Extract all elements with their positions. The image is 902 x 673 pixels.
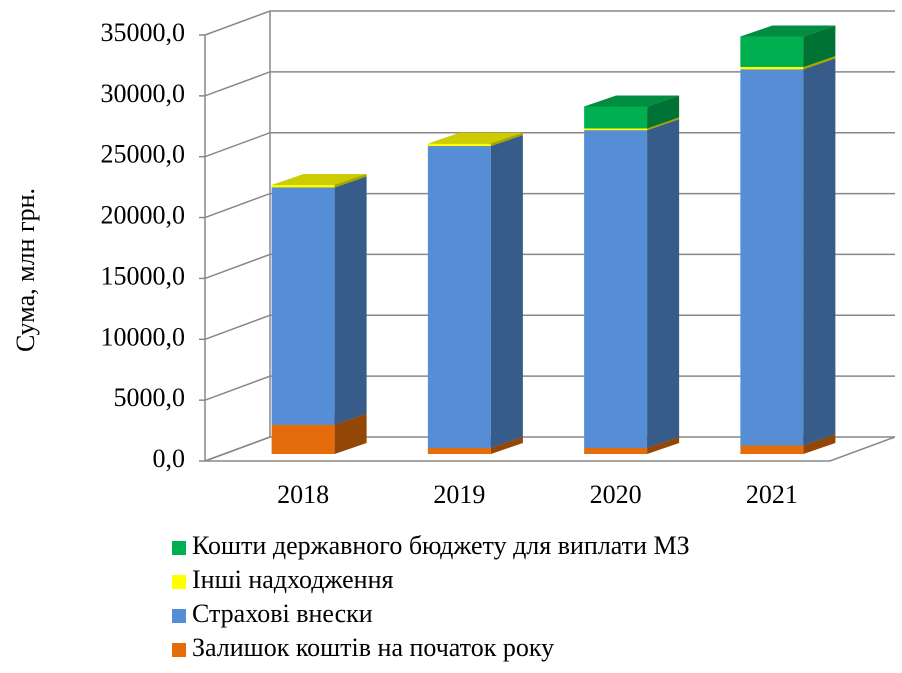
x-tick-label: 2019 [433, 480, 485, 509]
grid-line [204, 375, 895, 401]
bar-side [803, 25, 836, 67]
bar-top [271, 174, 367, 186]
bar-segment [271, 174, 367, 188]
bar-front [427, 447, 491, 454]
bar-front [584, 130, 648, 448]
bar-front [584, 128, 648, 131]
bar-front [740, 66, 804, 70]
bar-side [647, 95, 680, 129]
bar-side [647, 117, 680, 131]
bar-side [490, 132, 523, 147]
bar-front [271, 424, 335, 454]
bar-side [334, 176, 367, 425]
bar-front [584, 106, 648, 129]
bar-front [740, 69, 804, 446]
bar-side [490, 436, 523, 454]
y-tick-label: 35000,0 [101, 18, 186, 47]
grid-line [204, 253, 895, 280]
legend-label: Страхові внески [192, 599, 373, 628]
legend-swatch [172, 541, 186, 555]
bar-segment [740, 25, 836, 67]
x-tick-label: 2018 [277, 480, 329, 509]
bar-front [740, 445, 804, 454]
bar-side [334, 413, 367, 454]
y-tick-label: 25000,0 [101, 140, 186, 169]
x-tick-label: 2020 [590, 480, 642, 509]
bar-side [803, 58, 836, 446]
bar-side [647, 119, 680, 448]
y-tick-label: 0,0 [153, 444, 186, 473]
bar-segment [584, 95, 680, 129]
y-tick-label: 15000,0 [101, 261, 186, 290]
legend-label: Інші надходження [192, 565, 393, 594]
grid-line [204, 436, 895, 462]
legend-swatch [172, 643, 186, 657]
y-tick-label: 30000,0 [101, 79, 186, 108]
y-tick-label: 5000,0 [114, 383, 186, 412]
bar-front [584, 447, 648, 454]
bar-top [584, 95, 680, 107]
floor-edge [205, 436, 896, 462]
bar-front [427, 146, 491, 448]
legend-swatch [172, 609, 186, 623]
bar-front [427, 143, 491, 147]
bar-top [427, 132, 523, 144]
bar-front [740, 36, 804, 67]
grid-line [204, 131, 895, 158]
bar-side [490, 135, 523, 448]
legend-label: Залишок коштів на початок року [192, 633, 554, 662]
bar-segment [427, 135, 523, 448]
bar-side [803, 55, 836, 70]
legend-swatch [172, 575, 186, 589]
grid-line [204, 192, 895, 219]
grid-line [204, 71, 895, 97]
grid-line [204, 10, 895, 36]
grid-line [204, 314, 895, 340]
bar-side [647, 436, 680, 454]
bar-top [740, 25, 836, 37]
bar-segment [740, 58, 836, 446]
bar-side [334, 174, 367, 188]
y-tick-label: 20000,0 [101, 201, 186, 230]
legend-label: Кошти державного бюджету для виплати МЗ [192, 531, 690, 560]
bar-front [271, 187, 335, 425]
bar-segment [427, 132, 523, 147]
bar-side [803, 434, 836, 454]
x-tick-label: 2021 [746, 480, 798, 509]
bar-segment [271, 176, 367, 425]
y-axis-title: Сума, млн грн. [11, 188, 40, 352]
y-tick-label: 10000,0 [101, 322, 186, 351]
bar-segment [584, 119, 680, 448]
bar-front [271, 185, 335, 188]
